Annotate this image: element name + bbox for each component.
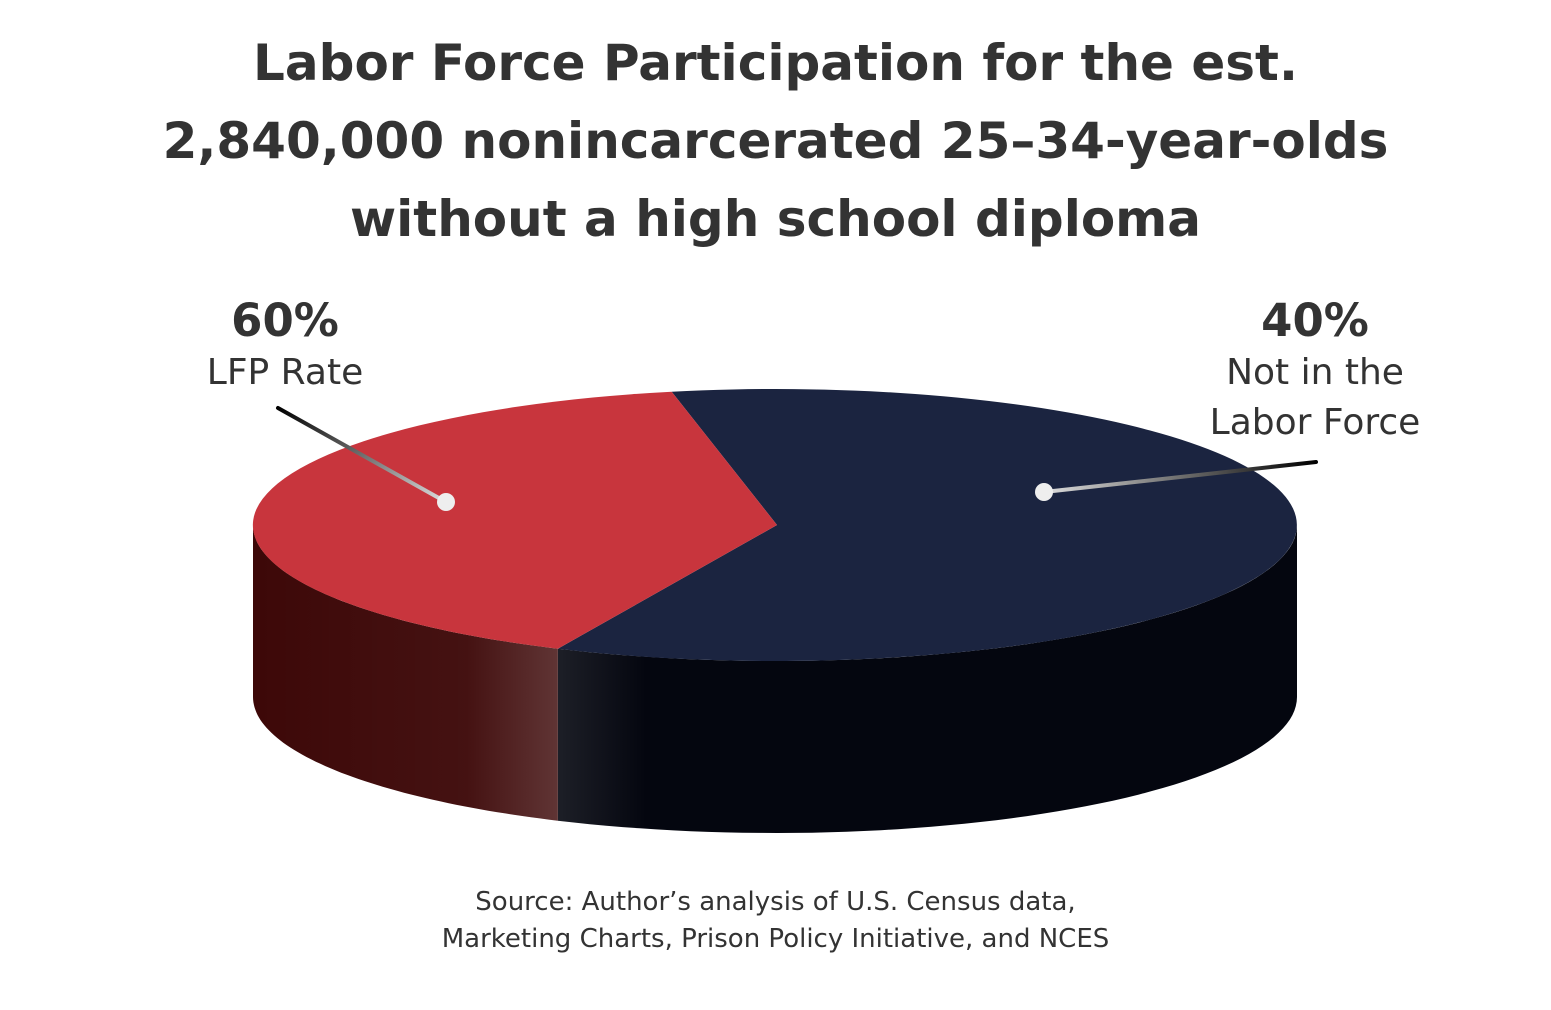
pie-leaders [276,406,1318,511]
pie-slice-lfp-rate [557,389,1297,662]
leader-dot-not-in-labor-force [1035,483,1053,501]
chart-title-line-2: 2,840,000 nonincarcerated 25–34-year-old… [162,112,1389,170]
slice-label-lfp-rate: 60% LFP Rate [130,294,440,398]
slice-name-label: LFP Rate [206,352,364,393]
chart-title-line-3: without a high school diploma [349,190,1202,248]
leader-line-lfp-rate [276,406,448,504]
source-line-2: Marketing Charts, Prison Policy Initiati… [441,924,1110,954]
leader-dot-lfp-rate [437,493,455,511]
pie-slice-not-in-labor-force [252,391,777,649]
leader-line-not-in-labor-force [1042,460,1318,494]
pie-tops [252,389,1297,662]
slice-name-label: Not in the [1226,352,1404,393]
pie-side-shade-lfp-rate [557,525,1297,833]
source-note: Source: Author’s analysis of U.S. Census… [0,884,1551,958]
slice-percent-label: 40% [1261,294,1369,347]
pie-sides [253,525,1297,833]
source-line-1: Source: Author’s analysis of U.S. Census… [475,887,1076,917]
chart-title-line-1: Labor Force Participation for the est. [253,34,1298,92]
slice-label-not-in-labor-force: 40% Not in the Labor Force [1140,294,1490,448]
slice-name-label: Labor Force [1209,402,1421,443]
chart-title: Labor Force Participation for the est. 2… [0,24,1551,258]
pie-side-shade-not-in-labor-force [253,525,558,821]
slice-percent-label: 60% [231,294,339,347]
